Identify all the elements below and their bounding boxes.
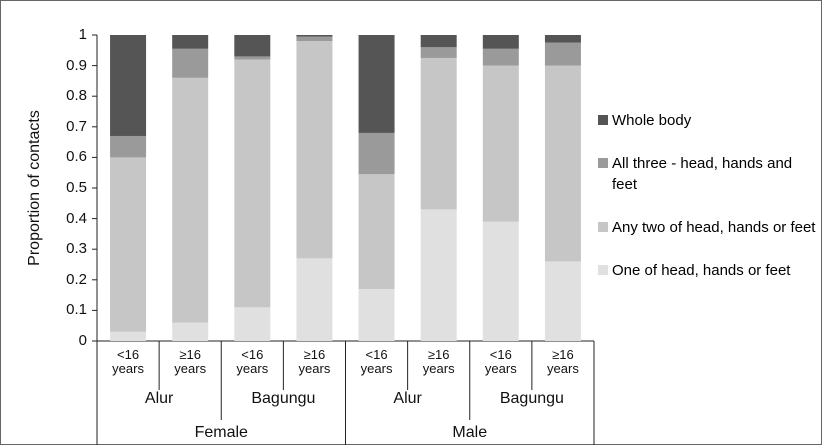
bar-segment [420, 35, 457, 48]
bar-segment [234, 307, 271, 341]
bar-segment [482, 65, 519, 222]
bar-segment [544, 35, 581, 43]
y-tick-label: 0.4 [66, 209, 87, 227]
bar-segment [234, 59, 271, 308]
bar-segment [296, 41, 333, 259]
x-tick-label: ≥16 years [547, 347, 579, 376]
bar-segment [544, 261, 581, 341]
subgroup-label: Bagungu [251, 390, 316, 407]
legend-entry: Whole body [598, 110, 820, 131]
x-tick-label: <16 years [236, 347, 269, 376]
bar-segment [172, 35, 209, 49]
bar-segment [420, 209, 457, 341]
bar-segment [482, 48, 519, 66]
y-tick-label: 0.7 [66, 117, 87, 135]
y-tick-label: 0.8 [66, 87, 87, 105]
y-tick-label: 0.6 [66, 148, 87, 166]
bar-segment [172, 48, 209, 78]
group-label: Male [452, 424, 488, 441]
bar-segment [234, 56, 271, 60]
bar-segment [420, 47, 457, 58]
bar-segment [172, 77, 209, 323]
bar-segment [544, 42, 581, 66]
bar-segment [296, 258, 333, 341]
legend-swatch [598, 158, 608, 168]
bar-segment [110, 157, 147, 332]
y-axis-label: Proportion of contacts [26, 110, 43, 266]
y-tick-label: 0.9 [66, 56, 87, 74]
legend-label: Any two of head, hands or feet [612, 219, 816, 236]
y-tick-label: 0.2 [66, 270, 87, 288]
legend-swatch [598, 115, 608, 125]
x-tick-label: ≥16 years [298, 347, 331, 376]
y-tick-label: 0.3 [66, 240, 87, 258]
subgroup-label: Alur [393, 390, 422, 407]
x-tick-label: <16 years [112, 347, 144, 376]
bar-segment [482, 35, 519, 49]
subgroup-label: Bagungu [499, 390, 564, 407]
bar-segment [420, 57, 457, 210]
legend-swatch [598, 265, 608, 275]
legend-entry: Any two of head, hands or feet [598, 217, 820, 238]
bar-segment [544, 65, 581, 262]
x-tick-label: <16 years [360, 347, 393, 376]
y-tick-label: 0 [78, 332, 87, 349]
bar-segment [358, 35, 395, 133]
x-tick-label: ≥16 years [174, 347, 207, 376]
legend-swatch [598, 222, 608, 232]
legend-entry: All three - head, hands and feet [598, 153, 820, 195]
legend-label: Whole body [612, 112, 692, 129]
bar-segment [358, 132, 395, 175]
bar-segment [296, 36, 333, 42]
bar-segment [234, 35, 271, 57]
bar-segment [110, 35, 147, 136]
subgroup-label: Alur [144, 390, 174, 407]
bar-segment [358, 174, 395, 289]
x-tick-label: ≥16 years [422, 347, 455, 376]
legend: Whole body All three - head, hands and fe… [598, 110, 820, 281]
bar-segment [296, 35, 333, 37]
bar-segment [172, 322, 209, 341]
y-tick-label: 0.1 [66, 301, 87, 319]
bar-segment [110, 331, 147, 341]
bar-segment [482, 221, 519, 341]
bar-segment [110, 135, 147, 158]
y-tick-label: 0.5 [66, 179, 87, 196]
legend-label: One of head, hands or feet [612, 262, 791, 279]
bar-segment [358, 288, 395, 341]
legend-label: All three - head, hands and feet [612, 155, 793, 193]
x-tick-label: <16 years [484, 347, 517, 376]
legend-entry: One of head, hands or feet [598, 260, 820, 281]
group-label: Female [194, 424, 248, 441]
y-tick-label: 1 [78, 26, 87, 43]
